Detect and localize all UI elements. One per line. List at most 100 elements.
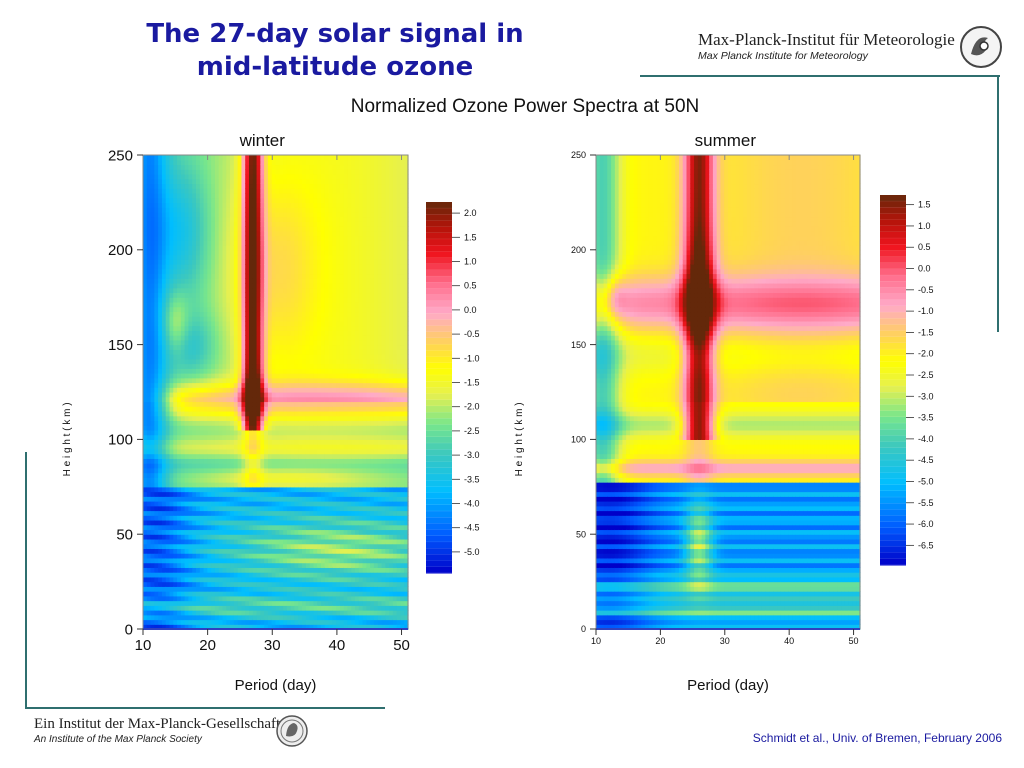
heatmap-cell [165, 581, 171, 587]
heatmap-cell [180, 600, 186, 606]
heatmap-cell [199, 415, 205, 422]
heatmap-cell [173, 344, 178, 350]
heatmap-cell [146, 249, 152, 256]
heatmap-cell [180, 605, 186, 611]
heatmap-cell [207, 595, 212, 602]
heatmap-cell [177, 282, 182, 289]
heatmap-cell [199, 491, 205, 497]
heatmap-cell [188, 316, 193, 322]
heatmap-cell [173, 410, 178, 417]
heatmap-cell [150, 396, 155, 403]
heatmap-cell [150, 491, 155, 497]
heatmap-cell [207, 572, 212, 578]
heatmap-cell [154, 216, 159, 222]
heatmap-cell [158, 434, 163, 440]
heatmap-cell [199, 600, 205, 606]
heatmap-cell [173, 439, 178, 445]
heatmap-cell [143, 392, 148, 398]
heatmap-cell [158, 605, 163, 611]
heatmap-cell [199, 410, 205, 417]
heatmap-cell [192, 591, 197, 597]
heatmap-cell [165, 221, 171, 227]
heatmap-cell [192, 439, 197, 445]
heatmap-cell [177, 548, 182, 554]
heatmap-cell [184, 614, 190, 621]
heatmap-cell [143, 425, 148, 431]
heatmap-cell [199, 173, 205, 180]
heatmap-cell [143, 496, 148, 502]
heatmap-cell [203, 491, 208, 497]
heatmap-cell [158, 534, 163, 540]
heatmap-cell [211, 453, 216, 459]
heatmap-cell [169, 406, 174, 412]
heatmap-cell [184, 567, 190, 573]
heatmap-cell [196, 619, 201, 625]
heatmap-cell [196, 510, 201, 516]
heatmap-cell [188, 510, 193, 516]
heatmap-cell [158, 572, 163, 578]
heatmap-cell [199, 292, 205, 298]
heatmap-cell [143, 311, 148, 317]
heatmap-cell [150, 524, 155, 531]
heatmap-cell [188, 155, 193, 161]
heatmap-cell [177, 467, 182, 474]
heatmap-cell [177, 230, 182, 237]
heatmap-cell [143, 373, 148, 379]
heatmap-cell [165, 576, 171, 583]
heatmap-cell [169, 472, 174, 478]
heatmap-cell [146, 169, 152, 175]
heatmap-cell [203, 373, 208, 379]
heatmap-cell [165, 614, 171, 621]
heatmap-cell [184, 230, 190, 237]
heatmap-cell [180, 169, 186, 175]
heatmap-cell [154, 396, 159, 403]
heatmap-cell [207, 311, 212, 317]
heatmap-cell [192, 254, 197, 260]
heatmap-cell [184, 505, 190, 512]
heatmap-cell [211, 548, 216, 554]
heatmap-cell [184, 496, 190, 502]
heatmap-cell [188, 226, 193, 232]
heatmap-cell [177, 553, 182, 559]
heatmap-cell [158, 439, 163, 445]
heatmap-cell [199, 557, 205, 564]
heatmap-cell [211, 553, 216, 559]
heatmap-cell [184, 192, 190, 199]
heatmap-cell [196, 444, 201, 450]
heatmap-cell [146, 600, 152, 606]
heatmap-cell [173, 614, 178, 621]
heatmap-cell [146, 401, 152, 407]
heatmap-cell [207, 505, 212, 512]
heatmap-cell [192, 349, 197, 355]
heatmap-cell [207, 344, 212, 350]
heatmap-cell [158, 562, 163, 568]
heatmap-cell [207, 368, 212, 374]
heatmap-cell [203, 240, 208, 246]
heatmap-cell [158, 306, 163, 313]
heatmap-cell [154, 259, 159, 265]
heatmap-cell [169, 254, 174, 260]
heatmap-cell [207, 173, 212, 180]
heatmap-cell [161, 169, 167, 175]
heatmap-cell [207, 392, 212, 398]
heatmap-cell [169, 320, 174, 327]
heatmap-cell [196, 624, 201, 630]
header-rule-vertical [997, 75, 999, 332]
heatmap-cell [165, 292, 171, 298]
heatmap-cell [158, 453, 163, 459]
heatmap-cell [143, 287, 148, 294]
heatmap-cell [177, 477, 182, 483]
heatmap-cell [143, 434, 148, 440]
heatmap-cell [188, 164, 193, 170]
heatmap-cell [154, 562, 159, 568]
heatmap-cell [207, 230, 212, 237]
heatmap-cell [188, 192, 193, 199]
heatmap-cell [199, 458, 205, 464]
heatmap-cell [180, 259, 186, 265]
heatmap-cell [184, 595, 190, 602]
heatmap-cell [207, 610, 212, 616]
heatmap-cell [184, 534, 190, 540]
heatmap-cell [196, 282, 201, 289]
heatmap-cell [188, 562, 193, 568]
heatmap-cell [161, 553, 167, 559]
